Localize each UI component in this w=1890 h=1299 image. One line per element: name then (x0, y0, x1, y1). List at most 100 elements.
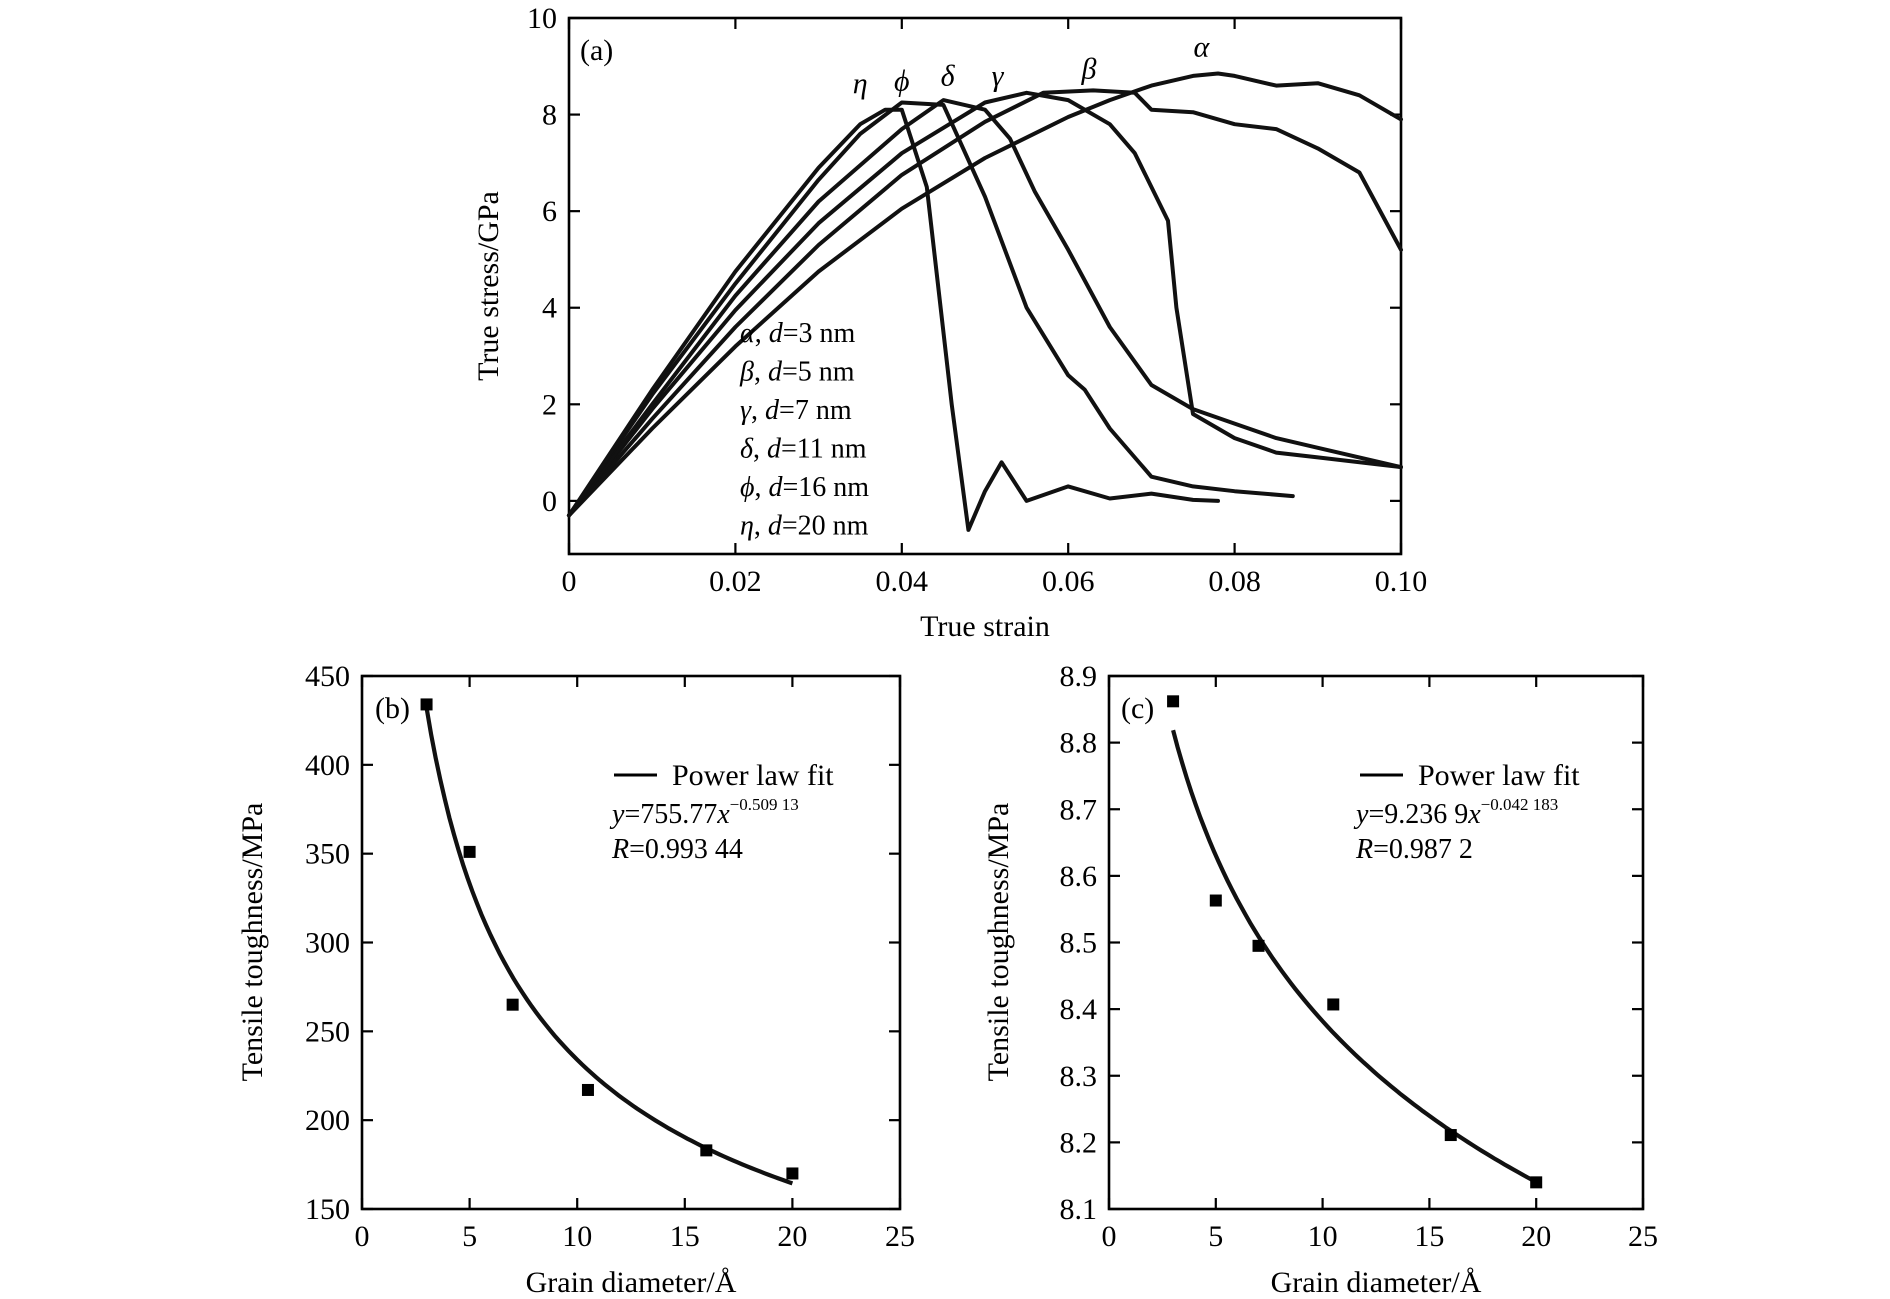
x-tick-label: 25 (1628, 1220, 1658, 1253)
y-tick-label: 8.7 (1060, 793, 1098, 826)
curve-label: γ (992, 60, 1005, 93)
legend-entry: ϕ, d=16 nm (740, 472, 869, 503)
panel-b-plot-frame (360, 674, 902, 1211)
panel-b-toughness-chart: 0 5 10 15 20 25 150 200 250 300 350 400 450 (b) Pow… (236, 660, 915, 1299)
x-tick-label: 0.06 (1042, 565, 1095, 598)
panel-b-data-points (420, 698, 799, 1180)
panel-b-fit-layer (424, 707, 794, 1186)
data-point (1209, 894, 1222, 907)
x-tick-label: 0.08 (1208, 565, 1261, 598)
panel-c-y-axis-title: Tensile toughness/MPa (982, 803, 1015, 1082)
panel-b-y-ticks: 150 200 250 300 350 400 450 (305, 660, 900, 1226)
curve-label: ϕ (894, 64, 910, 97)
panel-c-x-axis-title: Grain diameter/Å (1271, 1266, 1482, 1299)
curve-η (567, 107, 1220, 532)
x-tick-label: 5 (1208, 1220, 1223, 1253)
panel-b-fit-equation: y=755.77x−0.509 13 (609, 795, 799, 830)
data-point (420, 698, 433, 711)
x-tick-label: 0.04 (876, 565, 929, 598)
curve-δ (567, 98, 1403, 518)
x-tick-label: 10 (562, 1220, 592, 1253)
power-law-fit-curve (424, 707, 794, 1186)
x-tick-label: 0.10 (1375, 565, 1428, 598)
y-tick-label: 8 (542, 99, 557, 132)
curve-label: η (853, 67, 868, 100)
curve-β (567, 88, 1403, 518)
y-tick-label: 150 (305, 1193, 350, 1226)
y-tick-label: 400 (305, 749, 350, 782)
panel-c-plot-frame (1107, 674, 1645, 1211)
y-tick-label: 8.3 (1060, 1060, 1098, 1093)
panel-a-y-axis-title: True stress/GPa (472, 191, 505, 381)
data-point (1530, 1176, 1543, 1189)
data-point (1167, 695, 1180, 708)
panel-a-stress-strain-chart: 0 0.02 0.04 0.06 0.08 0.10 0 2 4 6 8 10 (a) η ϕ δ γ β α… (472, 2, 1427, 643)
y-tick-label: 6 (542, 195, 557, 228)
data-point (463, 845, 476, 858)
x-tick-label: 0 (562, 565, 577, 598)
y-tick-label: 300 (305, 927, 350, 960)
panel-a-plot-frame (567, 16, 1403, 556)
panel-c-fit-r: R=0.987 2 (1355, 834, 1473, 865)
panel-b-label: (b) (375, 692, 410, 725)
y-tick-label: 8.1 (1060, 1193, 1098, 1226)
panel-a-curve-labels: η ϕ δ γ β α (853, 31, 1211, 100)
y-tick-label: 250 (305, 1015, 350, 1048)
y-tick-label: 8.8 (1060, 727, 1098, 760)
curve-label: δ (941, 60, 956, 93)
panel-c-legend-label: Power law fit (1418, 759, 1580, 792)
panel-a-legend: α, d=3 nm β, d=5 nm γ, d=7 nm δ, d=11 nm ϕ, … (739, 318, 869, 542)
y-tick-label: 2 (542, 388, 557, 421)
x-tick-label: 20 (1521, 1220, 1551, 1253)
data-point (700, 1144, 713, 1157)
x-tick-label: 5 (462, 1220, 477, 1253)
panel-a-y-ticks: 0 2 4 6 8 10 (527, 2, 1401, 518)
panel-a-curves (567, 71, 1403, 532)
legend-entry: η, d=20 nm (740, 511, 869, 542)
y-tick-label: 8.5 (1060, 927, 1098, 960)
x-tick-label: 15 (670, 1220, 700, 1253)
panel-c-toughness-chart: 0 5 10 15 20 25 8.1 8.2 8.3 8.4 8.5 8.6 8.7 8.8 8.9 (… (982, 660, 1658, 1299)
y-tick-label: 8.9 (1060, 660, 1098, 693)
panel-b-y-axis-title: Tensile toughness/MPa (236, 803, 269, 1082)
y-tick-label: 8.4 (1060, 993, 1098, 1026)
curve-label: β (1081, 52, 1097, 85)
panel-c-label: (c) (1121, 692, 1154, 725)
panel-c-fit-equation: y=9.236 9x−0.042 183 (1353, 795, 1558, 830)
panel-c-y-ticks: 8.1 8.2 8.3 8.4 8.5 8.6 8.7 8.8 8.9 (1060, 660, 1643, 1226)
legend-entry: δ, d=11 nm (740, 434, 867, 465)
x-tick-label: 0 (1102, 1220, 1117, 1253)
y-tick-label: 350 (305, 838, 350, 871)
y-tick-label: 10 (527, 2, 557, 35)
x-tick-label: 0.02 (709, 565, 762, 598)
y-tick-label: 200 (305, 1104, 350, 1137)
data-point (786, 1167, 799, 1180)
panel-a-x-ticks: 0 0.02 0.04 0.06 0.08 0.10 (562, 18, 1428, 598)
x-tick-label: 0 (355, 1220, 370, 1253)
legend-entry: α, d=3 nm (740, 318, 855, 349)
y-tick-label: 450 (305, 660, 350, 693)
y-tick-label: 0 (542, 485, 557, 518)
data-point (1252, 939, 1265, 952)
panel-b-x-axis-title: Grain diameter/Å (526, 1266, 737, 1299)
panel-a-label: (a) (580, 34, 613, 67)
curve-ϕ (567, 100, 1295, 518)
panel-b-legend-label: Power law fit (672, 759, 834, 792)
y-tick-label: 8.6 (1060, 860, 1098, 893)
panel-c-x-ticks: 0 5 10 15 20 25 (1102, 676, 1658, 1253)
data-point (506, 998, 519, 1011)
x-tick-label: 20 (777, 1220, 807, 1253)
y-tick-label: 8.2 (1060, 1126, 1098, 1159)
curve-γ (567, 90, 1403, 518)
panel-c-fit-layer (1171, 729, 1538, 1184)
data-point (1444, 1129, 1457, 1142)
panel-c-data-points (1167, 695, 1543, 1189)
panel-b-x-ticks: 0 5 10 15 20 25 (355, 676, 915, 1253)
x-tick-label: 15 (1414, 1220, 1444, 1253)
curve-α (567, 71, 1403, 518)
power-law-fit-curve (1171, 729, 1538, 1184)
data-point (1327, 998, 1340, 1011)
curve-label: α (1193, 31, 1210, 64)
legend-entry: β, d=5 nm (739, 357, 855, 388)
